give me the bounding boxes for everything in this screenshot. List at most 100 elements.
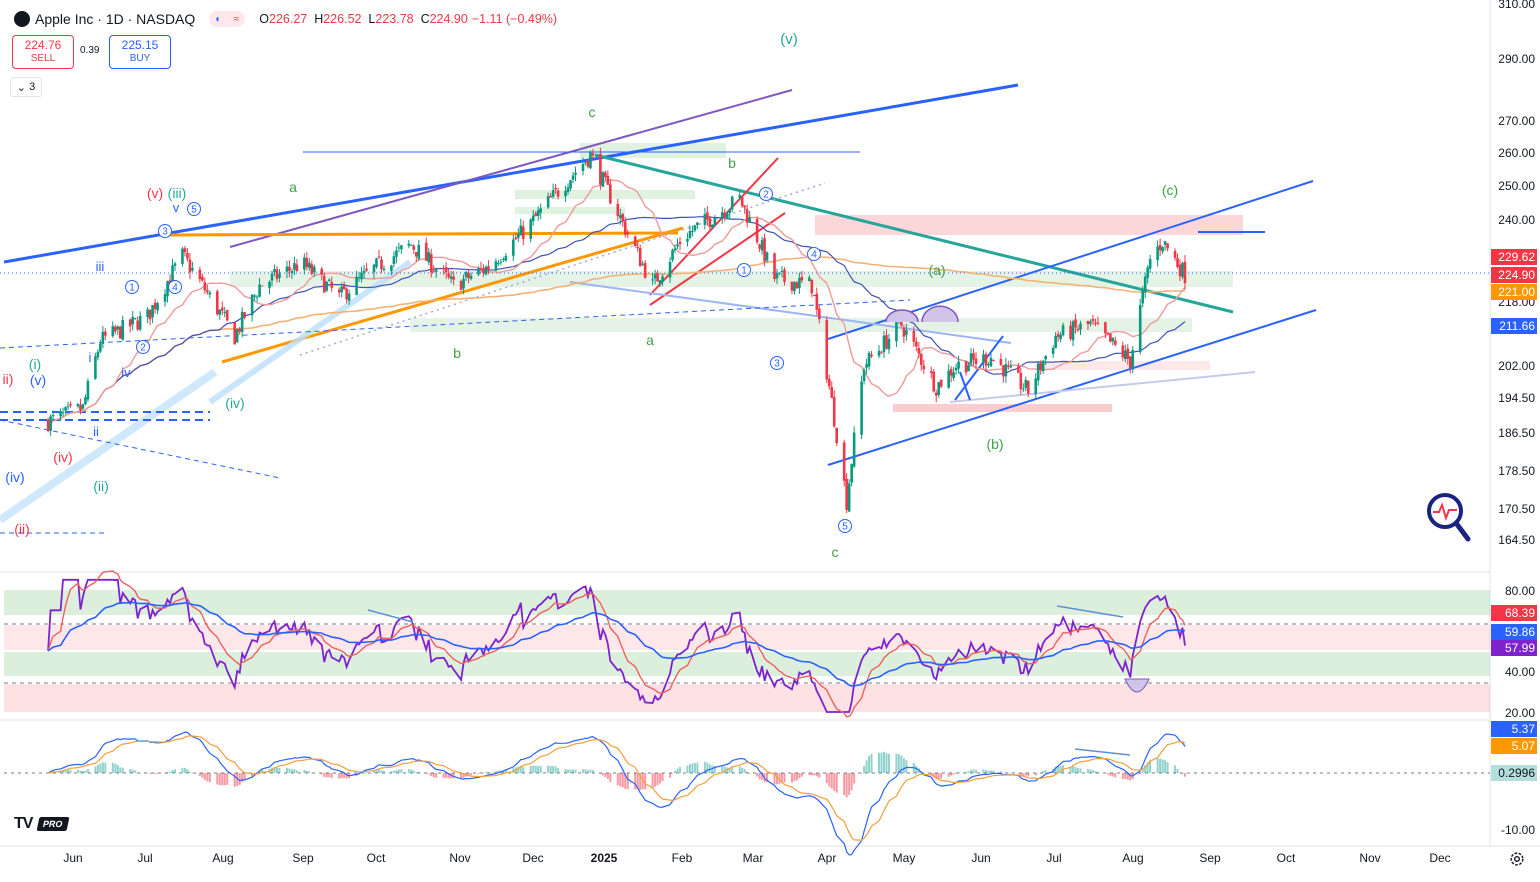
price-tick-label: 240.00 <box>1498 213 1535 227</box>
candle-body <box>932 371 936 392</box>
candle-body <box>101 331 105 344</box>
candle-body <box>1086 321 1090 325</box>
macd-histogram-bar <box>303 769 306 773</box>
time-tick-label: Feb <box>672 851 693 865</box>
time-tick-label: Nov <box>1359 851 1380 865</box>
candle-body <box>61 412 65 414</box>
macd-histogram-bar <box>641 773 644 790</box>
sell-button[interactable]: 224.76 SELL <box>12 35 74 69</box>
candle-body <box>342 285 346 290</box>
candle-body <box>604 172 607 177</box>
price-tag <box>1491 318 1537 334</box>
macd-histogram-bar <box>982 769 985 773</box>
candle-body <box>1056 333 1060 337</box>
candle-body <box>815 293 819 310</box>
macd-histogram-bar <box>887 753 890 773</box>
indicators-collapse-button[interactable]: ⌄ 3 <box>10 77 42 97</box>
macd-histogram-bar <box>586 770 589 773</box>
candle-body <box>514 237 518 240</box>
candle-body <box>623 221 627 235</box>
candle-body <box>589 152 592 169</box>
candle-body <box>1126 348 1130 359</box>
candle-body <box>337 289 341 293</box>
candle-body <box>382 268 386 271</box>
candle-body <box>424 242 428 261</box>
candle-body <box>969 353 973 364</box>
candle-body <box>1096 322 1100 324</box>
macd-histogram-bar <box>206 773 209 782</box>
macd-histogram-bar <box>467 773 470 777</box>
price-tag <box>1491 765 1537 781</box>
macd-histogram-bar <box>47 773 50 774</box>
macd-histogram-bar <box>743 769 746 773</box>
macd-histogram-bar <box>218 773 221 786</box>
macd-histogram-bar <box>591 770 594 773</box>
macd-histogram-bar <box>1044 769 1047 773</box>
macd-histogram-bar <box>198 773 201 776</box>
wave-number: 3 <box>162 227 168 238</box>
wave-label: (b) <box>986 436 1003 452</box>
macd-tick-label: -10.00 <box>1501 823 1535 837</box>
candle-body <box>1069 325 1072 339</box>
candle-body <box>534 213 538 217</box>
gear-icon[interactable] <box>1508 850 1526 868</box>
candle-body <box>862 369 866 382</box>
symbol-title[interactable]: Apple Inc · 1D · NASDAQ <box>35 11 196 27</box>
macd-histogram-bar <box>1166 762 1169 773</box>
macd-histogram-bar <box>868 755 871 773</box>
candle-body <box>835 427 839 444</box>
buy-button[interactable]: 225.15 BUY <box>109 35 171 69</box>
candle-body <box>1044 355 1047 360</box>
macd-histogram-bar <box>417 771 420 773</box>
candle-body <box>929 371 933 373</box>
macd-histogram-bar <box>382 770 385 773</box>
macd-histogram-bar <box>825 773 828 784</box>
candle-body <box>111 326 115 337</box>
candle-body <box>206 290 209 293</box>
candle-body <box>569 180 572 189</box>
tradingview-logo[interactable]: TV PRO <box>14 815 86 833</box>
candle-body <box>954 367 958 371</box>
wave-label: c <box>832 544 839 560</box>
macd-histogram-bar <box>795 773 798 781</box>
macd-histogram-bar <box>1176 768 1179 773</box>
candle-body <box>128 319 132 327</box>
candle-body <box>847 483 851 512</box>
macd-histogram-bar <box>654 773 657 787</box>
candle-body <box>668 261 672 278</box>
candle-body <box>636 246 640 248</box>
time-tick-label: Jul <box>137 851 152 865</box>
macd-histogram-bar <box>815 773 818 777</box>
macd-histogram-bar <box>67 769 70 773</box>
macd-histogram-bar <box>746 771 749 773</box>
macd-histogram-bar <box>129 769 132 773</box>
candle-body <box>260 285 264 287</box>
macd-histogram-bar <box>365 771 368 773</box>
macd-histogram-bar <box>1042 771 1045 773</box>
candle-body <box>827 379 831 387</box>
candle-body <box>922 365 926 370</box>
macd-histogram-bar <box>778 773 781 784</box>
macd-histogram-bar <box>937 773 940 779</box>
trendline <box>649 212 786 306</box>
market-status-icon[interactable]: ◐ ≈ <box>209 11 246 27</box>
candle-body <box>939 379 943 387</box>
macd-histogram-bar <box>470 773 473 776</box>
zoom-magnifier-icon[interactable] <box>1427 493 1471 542</box>
macd-histogram-bar <box>186 769 189 773</box>
macd-histogram-bar <box>81 770 84 773</box>
macd-histogram-bar <box>432 773 435 778</box>
candle-body <box>320 268 324 275</box>
macd-histogram-bar <box>99 763 102 773</box>
candle-body <box>268 281 271 288</box>
macd-histogram-bar <box>64 769 67 773</box>
macd-histogram-bar <box>830 773 833 789</box>
macd-histogram-bar <box>360 773 363 774</box>
macd-histogram-bar <box>1024 773 1027 776</box>
candle-body <box>852 432 856 467</box>
macd-histogram-bar <box>915 765 918 773</box>
macd-histogram-bar <box>599 773 602 775</box>
candle-body <box>444 267 448 273</box>
candle-body <box>987 364 990 366</box>
